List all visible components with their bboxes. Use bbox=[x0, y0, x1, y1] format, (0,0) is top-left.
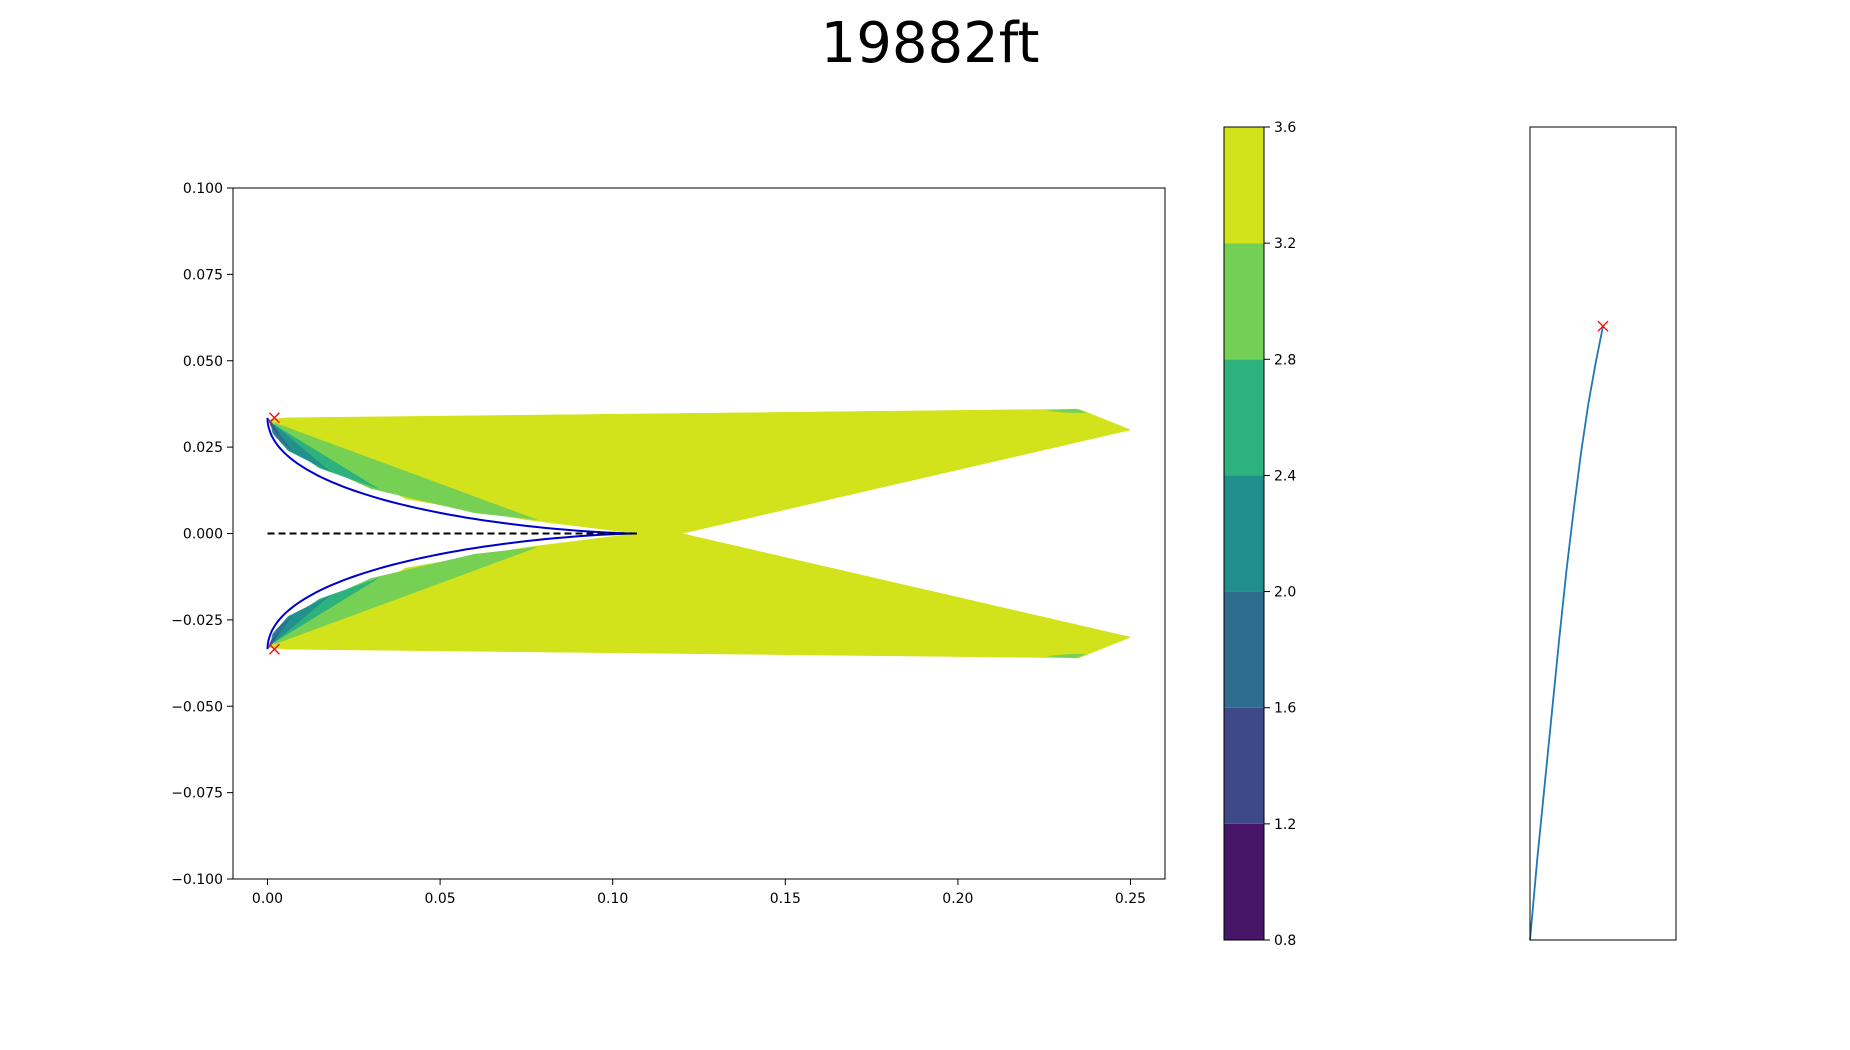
contour-band-3-0 bbox=[269, 420, 330, 472]
y-tick-label: −0.075 bbox=[171, 786, 223, 802]
x-tick-label: 0.15 bbox=[770, 891, 801, 907]
edge-marker-1 bbox=[268, 643, 280, 655]
colorbar-band bbox=[1224, 243, 1264, 360]
trajectory-end-marker-stroke bbox=[1597, 320, 1609, 332]
edge-marker-0-stroke bbox=[268, 412, 280, 424]
colorbar-band bbox=[1224, 127, 1264, 244]
colorbar-tick-label: 2.0 bbox=[1274, 585, 1296, 601]
trajectory-axes bbox=[1529, 126, 1677, 941]
y-tick-label: 0.100 bbox=[183, 181, 223, 197]
trajectory-frame bbox=[1529, 126, 1677, 941]
colorbar-ticks: 0.8 1.2 1.6 2.0 2.4 2.8 3.2 3.6 bbox=[1264, 120, 1296, 949]
colorbar-band bbox=[1224, 475, 1264, 592]
y-tick-label: −0.025 bbox=[171, 613, 223, 629]
x-tick-label: 0.05 bbox=[425, 891, 456, 907]
airfoil-outline bbox=[266, 417, 637, 650]
contour-band-1-2 bbox=[1047, 408, 1086, 413]
colorbar-tick-label: 3.6 bbox=[1274, 120, 1296, 136]
x-tick-label: 0.20 bbox=[942, 891, 973, 907]
colorbar-tick-label: 0.8 bbox=[1274, 933, 1296, 949]
colorbar-band bbox=[1224, 591, 1264, 708]
colorbar-band bbox=[1224, 359, 1264, 476]
y-tick-label: 0.000 bbox=[183, 527, 223, 543]
colorbar-tick-label: 1.6 bbox=[1274, 701, 1296, 717]
airfoil-lower-surface bbox=[266, 532, 637, 650]
edge-marker-0 bbox=[268, 412, 280, 424]
x-tick-label: 0.25 bbox=[1115, 891, 1146, 907]
x-axis-ticks: 0.00 0.05 0.10 0.15 0.20 0.25 bbox=[252, 879, 1146, 907]
contour-band-1-3 bbox=[1047, 654, 1086, 659]
trajectory-line bbox=[1529, 326, 1604, 941]
trajectory-end-marker bbox=[1597, 320, 1609, 332]
y-axis-ticks: 0.100 0.075 0.050 0.025 0.000 −0.025 −0.050 −0.… bbox=[171, 181, 233, 888]
edge-markers bbox=[268, 412, 280, 655]
x-tick-label: 0.10 bbox=[597, 891, 628, 907]
x-tick-label: 0.00 bbox=[252, 891, 283, 907]
colorbar-band bbox=[1224, 707, 1264, 824]
colorbar-tick-label: 2.4 bbox=[1274, 468, 1296, 484]
contour-band-3-1 bbox=[269, 595, 330, 647]
chart-title: 19882ft bbox=[821, 11, 1040, 76]
colorbar-tick-label: 3.2 bbox=[1274, 236, 1296, 252]
colorbar-frame bbox=[1223, 126, 1265, 941]
colorbar-tick-label: 2.8 bbox=[1274, 352, 1296, 368]
y-tick-label: 0.050 bbox=[183, 354, 223, 370]
colorbar-tick-label: 1.2 bbox=[1274, 817, 1296, 833]
edge-marker-1-stroke bbox=[268, 643, 280, 655]
y-tick-label: 0.025 bbox=[183, 440, 223, 456]
contour-axes: 0.00 0.05 0.10 0.15 0.20 0.25 0.100 0.075 0.050… bbox=[171, 181, 1166, 907]
y-tick-label: −0.050 bbox=[171, 699, 223, 715]
colorbar: 0.8 1.2 1.6 2.0 2.4 2.8 3.2 3.6 bbox=[1223, 120, 1296, 949]
y-tick-label: −0.100 bbox=[171, 872, 223, 888]
colorbar-bands bbox=[1224, 127, 1264, 940]
airfoil-upper-surface bbox=[266, 417, 637, 535]
contour-regions bbox=[266, 408, 1132, 659]
colorbar-band bbox=[1224, 823, 1264, 940]
y-tick-label: 0.075 bbox=[183, 267, 223, 283]
trajectory-marker bbox=[1597, 320, 1609, 332]
